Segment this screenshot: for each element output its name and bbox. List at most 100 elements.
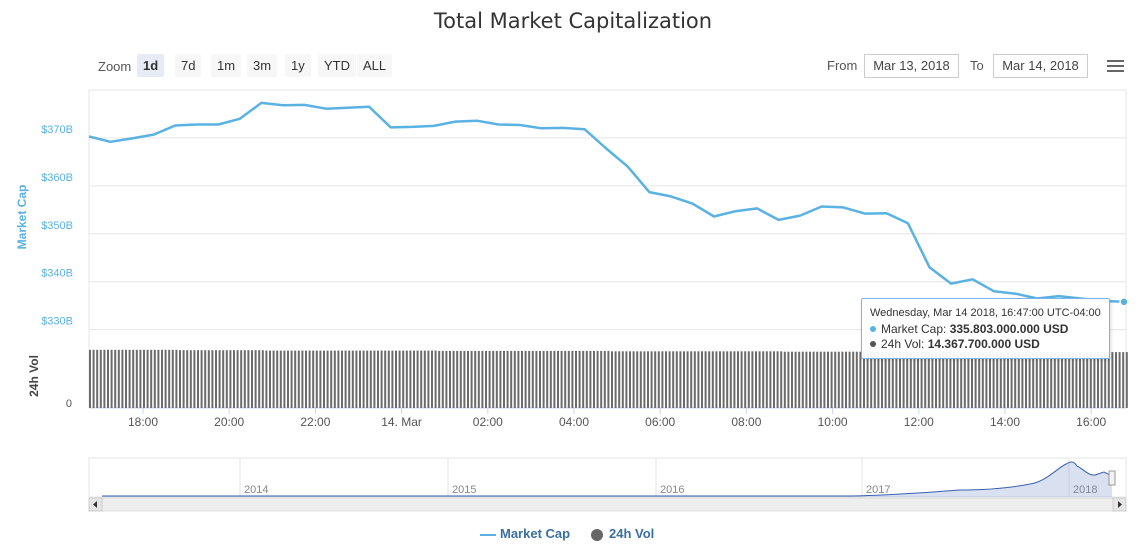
vol-bar xyxy=(229,350,232,408)
y-tick-label: $350B xyxy=(41,220,73,232)
vol-bar xyxy=(128,349,131,408)
navigator-year-label: 2015 xyxy=(452,484,476,496)
vol-bar xyxy=(441,350,444,408)
vol-bar xyxy=(1068,352,1071,408)
vol-bar xyxy=(503,350,505,408)
vol-bar xyxy=(251,350,253,408)
vol-bar xyxy=(837,351,840,408)
hover-point-marker xyxy=(1119,297,1129,307)
vol-bar xyxy=(1010,352,1013,408)
vol-bar xyxy=(395,350,397,408)
vol-bar xyxy=(654,351,657,408)
x-tick-label: 14:00 xyxy=(990,415,1020,429)
vol-bar xyxy=(1111,352,1114,408)
vol-bar xyxy=(373,350,376,408)
vol-bar xyxy=(452,350,455,408)
vol-bar xyxy=(477,350,480,408)
vol-bar xyxy=(225,350,228,408)
vol-bar xyxy=(524,350,527,408)
vol-bar xyxy=(686,351,689,408)
zoom-1d-button[interactable]: 1d xyxy=(137,54,165,77)
vol-bar xyxy=(330,350,333,408)
vol-bar xyxy=(978,352,981,408)
vol-bar xyxy=(215,350,217,408)
line-legend-icon xyxy=(480,533,496,536)
vol-bar xyxy=(276,350,279,408)
x-tick-label: 08:00 xyxy=(731,415,761,429)
vol-bar xyxy=(971,352,973,408)
zoom-3m-button[interactable]: 3m xyxy=(247,54,278,77)
vol-bar xyxy=(528,350,531,408)
vol-bar xyxy=(809,351,811,408)
vol-dot-icon xyxy=(870,340,876,347)
vol-bar xyxy=(560,350,563,408)
zoom-1m-button[interactable]: 1m xyxy=(211,54,242,77)
zoom-1y-button[interactable]: 1y xyxy=(285,54,311,77)
vol-bar xyxy=(182,350,185,408)
vol-bar xyxy=(283,350,286,408)
vol-bar xyxy=(139,349,142,408)
vol-bar xyxy=(780,351,783,408)
vol-bar xyxy=(369,350,372,408)
vol-bar xyxy=(960,352,963,408)
vol-bar xyxy=(801,351,804,408)
y-axis-title: Market Cap xyxy=(15,185,29,250)
zoom-ytd-button[interactable]: YTD xyxy=(318,54,356,77)
vol-bar xyxy=(614,351,617,408)
market-cap-dot-icon xyxy=(870,325,876,332)
vol-bar xyxy=(899,351,901,408)
vol-bar xyxy=(888,351,891,408)
vol-bar xyxy=(672,351,675,408)
vol-bar xyxy=(917,351,919,408)
vol-bar xyxy=(963,352,966,408)
vol-bar xyxy=(531,350,534,408)
legend-24h-vol[interactable]: 24h Vol xyxy=(591,526,654,541)
vol-bar xyxy=(805,351,808,408)
x-tick-label: 06:00 xyxy=(645,415,675,429)
vol-bar xyxy=(823,351,826,408)
vol-bar xyxy=(402,350,405,408)
vol-bar xyxy=(333,350,336,408)
zoom-all-button[interactable]: ALL xyxy=(357,54,393,77)
from-date-input[interactable]: Mar 13, 2018 xyxy=(864,54,959,78)
legend-market-cap[interactable]: Market Cap xyxy=(480,526,570,541)
vol-bar xyxy=(315,350,318,408)
vol-bar xyxy=(445,350,448,408)
vol-bar xyxy=(474,350,477,408)
vol-bar xyxy=(945,351,948,408)
vol-bar xyxy=(751,351,754,408)
vol-bar xyxy=(258,350,261,408)
vol-bar xyxy=(495,350,498,408)
vol-bar xyxy=(909,351,912,408)
navigator-year-label: 2016 xyxy=(660,484,684,496)
vol-bar xyxy=(866,351,869,408)
vol-bar xyxy=(355,350,358,408)
vol-bar xyxy=(391,350,394,408)
vol-bar xyxy=(701,351,703,408)
vol-bar xyxy=(812,351,815,408)
vol-bar xyxy=(218,350,221,408)
vol-bar xyxy=(164,349,167,408)
vol-bar xyxy=(769,351,772,408)
chart-menu-icon[interactable] xyxy=(1107,60,1124,74)
vol-bar xyxy=(247,350,250,408)
vol-bar xyxy=(611,351,613,408)
vol-bar xyxy=(143,349,145,408)
vol-bar xyxy=(463,350,466,408)
to-date-input[interactable]: Mar 14, 2018 xyxy=(993,54,1088,78)
vol-bar xyxy=(1032,352,1035,408)
vol-bar xyxy=(679,351,682,408)
vol-bar xyxy=(243,350,246,408)
vol-bar xyxy=(1118,352,1121,408)
vol-bar xyxy=(668,351,671,408)
zoom-7d-button[interactable]: 7d xyxy=(175,54,202,77)
vol-bar xyxy=(920,351,923,408)
y-tick-label: $360B xyxy=(41,172,73,184)
vol-axis-title: 24h Vol xyxy=(27,355,41,397)
vol-bar xyxy=(661,351,664,408)
vol-bar xyxy=(585,350,588,408)
vol-bar xyxy=(168,349,171,408)
vol-bar xyxy=(683,351,685,408)
vol-bar xyxy=(870,351,873,408)
